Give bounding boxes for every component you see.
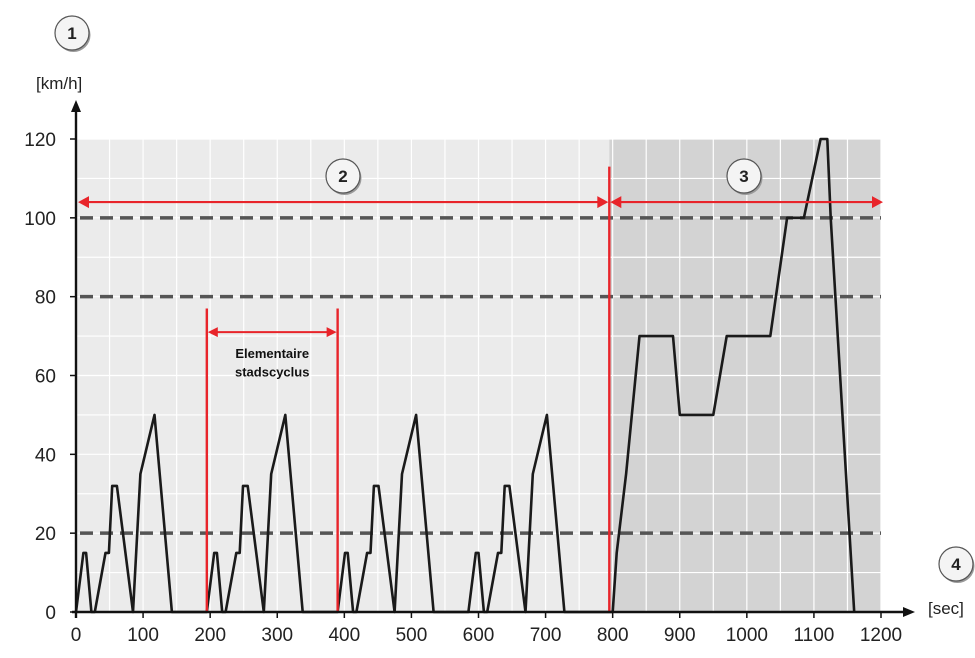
extra-urban-range-right-arrowhead (872, 196, 883, 209)
x-tick-label: 300 (261, 625, 293, 646)
badge-x-axis-label: 4 (951, 555, 961, 574)
x-tick-label: 0 (71, 625, 82, 646)
badge-x-axis (938, 546, 974, 582)
urban-range-right-arrowhead (597, 196, 609, 209)
cycle-label-line2: stadscyclus (235, 364, 309, 379)
badge-extra-urban-phase-label: 3 (739, 167, 748, 186)
x-tick-label: 1200 (860, 625, 902, 646)
x-axis-arrowhead (903, 607, 915, 617)
x-tick-label: 400 (328, 625, 360, 646)
x-tick-label: 500 (396, 625, 428, 646)
speed-profile-line (74, 137, 856, 614)
x-tick-label: 100 (127, 625, 159, 646)
x-tick-label: 900 (664, 625, 696, 646)
x-tick-label: 700 (530, 625, 562, 646)
x-tick-label: 600 (463, 625, 495, 646)
urban-range-left-arrowhead (78, 196, 89, 209)
y-axis-arrowhead (71, 100, 81, 112)
y-tick-label: 120 (24, 130, 56, 151)
x-axis-label: [sec] (928, 599, 964, 618)
y-tick-label: 0 (45, 603, 56, 624)
x-tick-label: 800 (597, 625, 629, 646)
cycle-right-arrowhead (326, 327, 337, 338)
y-tick-label: 100 (24, 209, 56, 230)
y-tick-label: 40 (35, 445, 56, 466)
extra-urban-range-left-arrowhead (610, 196, 622, 209)
y-tick-label: 60 (35, 367, 56, 388)
badge-urban-phase (325, 158, 361, 194)
y-tick-label: 20 (35, 524, 56, 545)
badge-extra-urban-phase (726, 158, 762, 194)
y-tick-label: 80 (35, 288, 56, 309)
x-tick-label: 1100 (793, 625, 834, 646)
badge-y-axis (54, 15, 90, 51)
cycle-label-line1: Elementaire (235, 346, 309, 361)
badge-urban-phase-label: 2 (338, 167, 347, 186)
cycle-left-arrowhead (207, 327, 218, 338)
y-axis-label: [km/h] (36, 74, 82, 93)
x-tick-label: 200 (194, 625, 226, 646)
x-tick-label: 1000 (726, 625, 768, 646)
badge-y-axis-label: 1 (67, 24, 76, 43)
